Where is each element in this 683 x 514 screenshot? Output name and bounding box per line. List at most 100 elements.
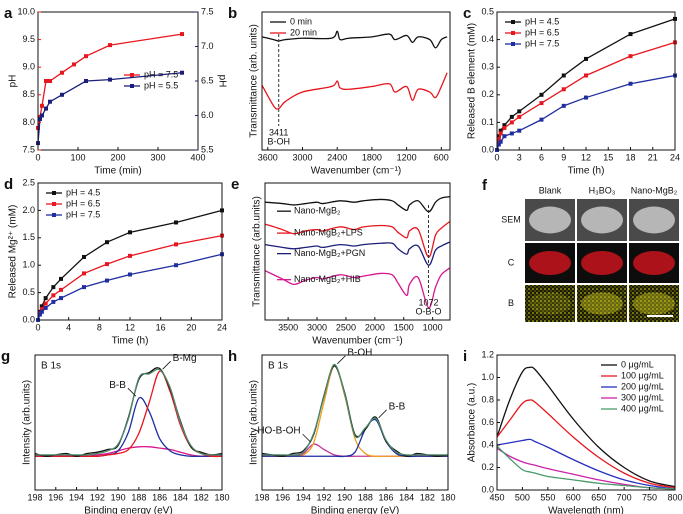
peak-label: B-B <box>389 401 406 412</box>
micrograph-tile <box>525 285 575 322</box>
legend-label: pH = 7.5 <box>144 69 178 79</box>
x-axis-label: Time (min) <box>94 166 141 177</box>
bacterium-b-map <box>529 292 571 315</box>
x-tick-label: 1000 <box>423 322 443 332</box>
legend-label: Nano-MgB₂ <box>294 206 341 216</box>
y-tick-label: 1.2 <box>481 349 494 359</box>
x-tick-label: 196 <box>48 492 63 502</box>
y-tick-label: 1.0 <box>22 260 35 270</box>
x-tick-label: 20 <box>186 322 196 332</box>
y-axis-label: Intensity (arb.units) <box>22 380 33 465</box>
panel-label: e <box>231 176 239 193</box>
x-tick-label: 182 <box>194 492 209 502</box>
y-axis-label: Intensity (arb.units) <box>249 380 260 465</box>
x-tick-label: 700 <box>617 492 632 502</box>
series-line <box>34 367 223 457</box>
data-point <box>39 304 44 309</box>
y-tick-label: 7.5 <box>22 144 35 154</box>
data-point <box>59 287 63 292</box>
label-leader <box>127 387 137 397</box>
x-tick-label: 186 <box>378 492 393 502</box>
series-line <box>37 209 223 321</box>
panel-label: g <box>1 348 10 365</box>
x-tick-label: 650 <box>591 492 606 502</box>
data-point <box>496 134 501 139</box>
y-tick-label: 0.5 <box>481 6 494 16</box>
row-label: SEM <box>501 214 521 224</box>
plot-frame <box>261 354 449 491</box>
x-tick-label: 3600 <box>258 152 278 162</box>
y2-axis-label: pH <box>216 75 227 88</box>
x-tick-label: 186 <box>152 492 167 502</box>
annotation-value: 3411 <box>269 127 288 137</box>
panel-label: b <box>228 5 237 22</box>
data-point <box>128 272 132 277</box>
data-point <box>628 32 633 37</box>
series-line <box>261 365 449 457</box>
y-tick-label: 0.4 <box>481 34 494 44</box>
data-point <box>48 79 52 83</box>
x-tick-label: 8 <box>97 322 102 332</box>
y2-tick-label: 7.0 <box>201 41 214 51</box>
y2-tick-label: 6.5 <box>201 75 214 85</box>
x-tick-label: 750 <box>642 492 657 502</box>
x-tick-label: 100 <box>70 152 85 162</box>
x-tick-label: 194 <box>69 492 84 502</box>
x-axis-label: Wavenumber (cm⁻¹) <box>311 166 401 177</box>
x-tick-label: 180 <box>214 492 229 502</box>
legend-label: Nano-MgB₂+LPS <box>294 227 363 237</box>
legend-label: 0 μg/mL <box>621 359 654 369</box>
y-tick-label: 0.8 <box>481 394 494 404</box>
data-point <box>584 95 588 100</box>
data-point <box>517 109 522 114</box>
peak-label: B-B <box>109 380 126 391</box>
legend-label: 400 μg/mL <box>621 403 664 413</box>
plot-frame <box>264 182 451 321</box>
data-point <box>44 79 48 83</box>
data-point <box>174 220 178 225</box>
y-tick-label: 9.5 <box>22 34 35 44</box>
data-point <box>128 230 132 235</box>
legend-marker <box>52 213 56 217</box>
series-line <box>496 445 676 490</box>
series-line <box>496 18 676 151</box>
x-tick-label: 1200 <box>397 152 417 162</box>
x-tick-label: 198 <box>254 492 269 502</box>
label-leader <box>378 409 387 419</box>
data-point <box>82 285 86 290</box>
x-tick-label: 198 <box>27 492 42 502</box>
data-point <box>84 79 88 83</box>
y-tick-label: 0.0 <box>481 484 494 494</box>
y-tick-label: 0.5 <box>22 287 35 297</box>
data-point <box>82 271 86 276</box>
x-tick-label: 800 <box>667 492 682 502</box>
x-tick-label: 9 <box>561 152 566 162</box>
x-tick-label: 21 <box>648 152 658 162</box>
y2-tick-label: 6.0 <box>201 110 214 120</box>
x-tick-label: 18 <box>625 152 635 162</box>
data-point <box>517 128 522 133</box>
data-point <box>43 301 48 306</box>
data-point <box>496 136 501 141</box>
series-line <box>261 72 448 110</box>
note: B 1s <box>41 361 61 372</box>
data-point <box>561 103 566 108</box>
x-tick-label: 550 <box>540 492 555 502</box>
data-point <box>180 32 184 37</box>
y-tick-label: 0.2 <box>481 462 494 472</box>
legend-marker <box>511 20 515 24</box>
x-axis-label: Wavelength (nm) <box>548 506 624 514</box>
data-point <box>38 116 42 121</box>
plot-frame <box>261 11 451 151</box>
x-tick-label: 192 <box>90 492 105 502</box>
x-tick-label: 4 <box>66 322 71 332</box>
y2-tick-label: 7.5 <box>201 6 214 16</box>
series-line <box>496 447 676 490</box>
x-axis-label: Binding energy (eV) <box>84 506 172 514</box>
series-line <box>264 196 451 213</box>
label-leader <box>162 360 171 370</box>
x-tick-label: 600 <box>566 492 581 502</box>
row-label: B <box>508 298 514 308</box>
x-tick-label: 300 <box>150 152 165 162</box>
x-tick-label: 3 <box>517 152 522 162</box>
